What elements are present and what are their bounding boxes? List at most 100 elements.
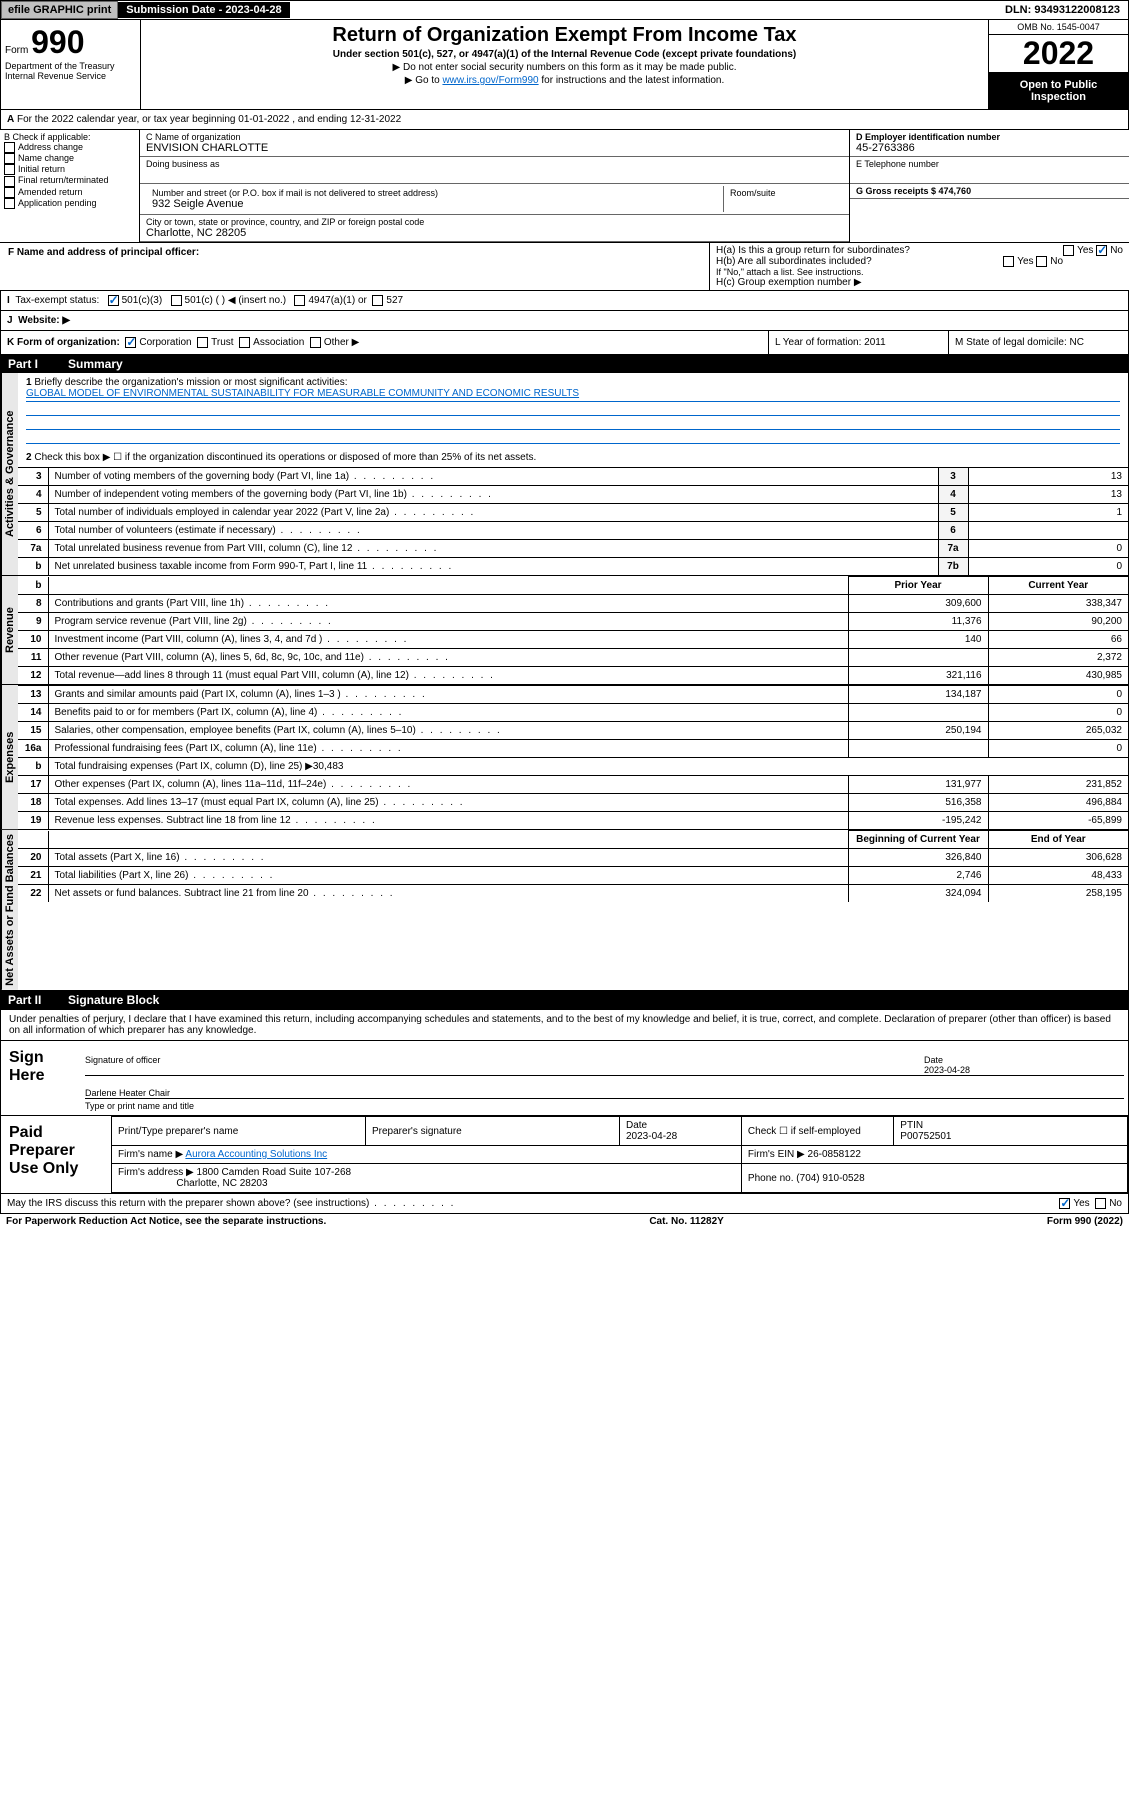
prep-name-label: Print/Type preparer's name <box>112 1117 366 1146</box>
checkbox-address-change[interactable] <box>4 142 15 153</box>
netassets-tab: Net Assets or Fund Balances <box>1 830 18 990</box>
open-to-public: Open to Public Inspection <box>989 73 1128 109</box>
form-word: Form <box>5 45 28 56</box>
table-row: 9Program service revenue (Part VIII, lin… <box>18 613 1128 631</box>
expenses-table: 13Grants and similar amounts paid (Part … <box>18 685 1128 829</box>
discuss-row: May the IRS discuss this return with the… <box>0 1194 1129 1214</box>
netassets-table: Beginning of Current Year End of Year 20… <box>18 830 1128 902</box>
dba-label: Doing business as <box>146 159 843 169</box>
checkbox-association[interactable] <box>239 337 250 348</box>
expenses-section: Expenses 13Grants and similar amounts pa… <box>0 685 1129 830</box>
checkbox-other[interactable] <box>310 337 321 348</box>
hb-note: If "No," attach a list. See instructions… <box>716 267 1123 277</box>
checkbox-initial-return[interactable] <box>4 164 15 175</box>
opt-527: 527 <box>386 295 403 306</box>
form-header: Form 990 Department of the Treasury Inte… <box>0 20 1129 110</box>
ha-yes-checkbox[interactable] <box>1063 245 1074 256</box>
sub-note-1: ▶ Do not enter social security numbers o… <box>149 62 980 73</box>
table-row: 19Revenue less expenses. Subtract line 1… <box>18 812 1128 830</box>
opt-address-change: Address change <box>18 142 83 152</box>
ha-no-checkbox[interactable] <box>1096 245 1107 256</box>
revenue-section: Revenue b Prior Year Current Year 8Contr… <box>0 576 1129 685</box>
cat-no: Cat. No. 11282Y <box>649 1216 723 1227</box>
opt-name-change: Name change <box>18 153 74 163</box>
top-bar: efile GRAPHIC print Submission Date - 20… <box>0 0 1129 20</box>
gross-receipts: G Gross receipts $ 474,760 <box>856 186 971 196</box>
paperwork-notice: For Paperwork Reduction Act Notice, see … <box>6 1216 326 1227</box>
city-state-zip: Charlotte, NC 28205 <box>146 227 843 239</box>
governance-table: 3Number of voting members of the governi… <box>18 467 1128 575</box>
q2-text: Check this box ▶ ☐ if the organization d… <box>34 452 536 463</box>
checkbox-527[interactable] <box>372 295 383 306</box>
efile-print-button[interactable]: efile GRAPHIC print <box>1 1 118 19</box>
opt-initial-return: Initial return <box>18 164 65 174</box>
checkbox-name-change[interactable] <box>4 153 15 164</box>
checkbox-4947[interactable] <box>294 295 305 306</box>
identity-grid: B Check if applicable: Address change Na… <box>0 130 1129 243</box>
paid-preparer-row: Paid Preparer Use Only Print/Type prepar… <box>0 1116 1129 1194</box>
box-c: C Name of organization ENVISION CHARLOTT… <box>140 130 849 242</box>
ein-value: 45-2763386 <box>856 142 1123 154</box>
declaration-text: Under penalties of perjury, I declare th… <box>0 1009 1129 1041</box>
prep-date-value: 2023-04-28 <box>626 1131 677 1142</box>
signature-of-officer-label: Signature of officer <box>85 1055 924 1075</box>
checkbox-trust[interactable] <box>197 337 208 348</box>
street-address: 932 Seigle Avenue <box>152 198 717 210</box>
firm-phone-value: (704) 910-0528 <box>796 1173 864 1184</box>
tax-period-text: For the 2022 calendar year, or tax year … <box>17 114 401 125</box>
paid-preparer-label: Paid Preparer Use Only <box>1 1116 111 1193</box>
box-b: B Check if applicable: Address change Na… <box>0 130 140 242</box>
prep-sig-label: Preparer's signature <box>366 1117 620 1146</box>
prep-date-label: Date <box>626 1120 647 1131</box>
checkbox-501c3[interactable] <box>108 295 119 306</box>
firm-name-link[interactable]: Aurora Accounting Solutions Inc <box>185 1149 327 1160</box>
netassets-section: Net Assets or Fund Balances Beginning of… <box>0 830 1129 991</box>
part2-title: Signature Block <box>68 993 159 1007</box>
sign-here-row: Sign Here Signature of officer Date2023-… <box>0 1041 1129 1116</box>
q1-text: Briefly describe the organization's miss… <box>34 377 347 388</box>
opt-501c3: 501(c)(3) <box>122 295 163 306</box>
prior-year-header: Prior Year <box>848 577 988 595</box>
org-name: ENVISION CHARLOTTE <box>146 142 843 154</box>
hb-yes-checkbox[interactable] <box>1003 256 1014 267</box>
revenue-tab: Revenue <box>1 576 18 684</box>
table-row: 16aProfessional fundraising fees (Part I… <box>18 740 1128 758</box>
table-row: 13Grants and similar amounts paid (Part … <box>18 686 1128 704</box>
dept-treasury: Department of the Treasury Internal Reve… <box>5 61 136 81</box>
current-year-header: Current Year <box>988 577 1128 595</box>
hc-text: H(c) Group exemption number ▶ <box>716 277 1123 288</box>
governance-section: Activities & Governance 1 Briefly descri… <box>0 373 1129 576</box>
checkbox-final-return[interactable] <box>4 176 15 187</box>
table-row: 21Total liabilities (Part X, line 26)2,7… <box>18 867 1128 885</box>
ha-text: H(a) Is this a group return for subordin… <box>716 245 1123 256</box>
box-i-row: I Tax-exempt status: 501(c)(3) 501(c) ( … <box>0 291 1129 311</box>
firm-phone-label: Phone no. <box>748 1173 794 1184</box>
discuss-yes-checkbox[interactable] <box>1059 1198 1070 1209</box>
klm-row: K Form of organization: Corporation Trus… <box>0 331 1129 355</box>
governance-tab: Activities & Governance <box>1 373 18 575</box>
omb-number: OMB No. 1545-0047 <box>989 20 1128 35</box>
checkbox-corporation[interactable] <box>125 337 136 348</box>
addr-label: Number and street (or P.O. box if mail i… <box>152 188 717 198</box>
hb-no-checkbox[interactable] <box>1036 256 1047 267</box>
firm-ein-value: 26-0858122 <box>808 1149 861 1160</box>
dln-label: DLN: 93493122008123 <box>997 2 1128 18</box>
discuss-text: May the IRS discuss this return with the… <box>7 1198 455 1209</box>
sig-date-label: Date <box>924 1055 943 1065</box>
opt-amended-return: Amended return <box>18 187 83 197</box>
irs-link[interactable]: www.irs.gov/Form990 <box>442 75 538 86</box>
table-row: 15Salaries, other compensation, employee… <box>18 722 1128 740</box>
checkbox-application-pending[interactable] <box>4 198 15 209</box>
table-row: 14Benefits paid to or for members (Part … <box>18 704 1128 722</box>
room-label: Room/suite <box>730 188 837 198</box>
check-if-self-employed: Check ☐ if self-employed <box>741 1117 893 1146</box>
checkbox-amended-return[interactable] <box>4 187 15 198</box>
part2-num: Part II <box>8 993 68 1007</box>
mission-statement[interactable]: GLOBAL MODEL OF ENVIRONMENTAL SUSTAINABI… <box>26 388 1120 402</box>
part1-header: Part I Summary <box>0 355 1129 373</box>
table-row: 5Total number of individuals employed in… <box>18 504 1128 522</box>
city-label: City or town, state or province, country… <box>146 217 843 227</box>
checkbox-501c[interactable] <box>171 295 182 306</box>
part1-num: Part I <box>8 357 68 371</box>
discuss-no-checkbox[interactable] <box>1095 1198 1106 1209</box>
